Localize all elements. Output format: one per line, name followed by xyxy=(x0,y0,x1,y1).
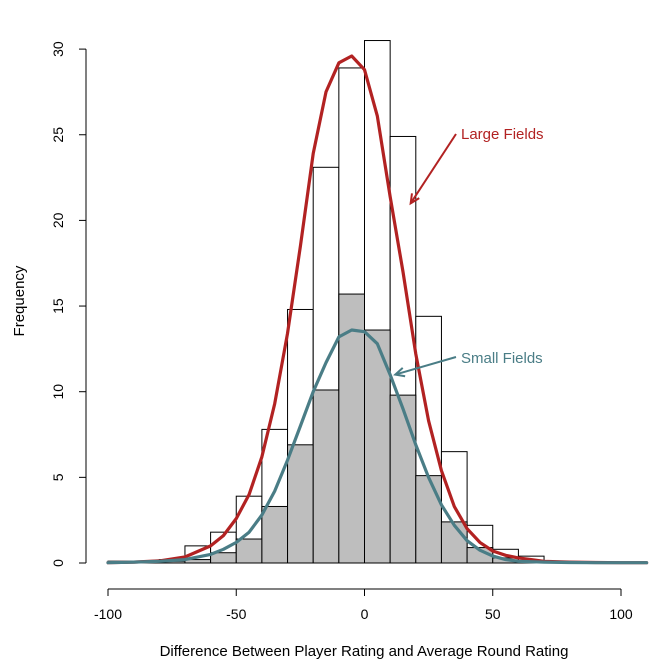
y-tick-label: 0 xyxy=(50,559,66,567)
small-fields-curve xyxy=(106,328,649,565)
density-curves xyxy=(106,54,649,565)
x-axis-title: Difference Between Player Rating and Ave… xyxy=(160,643,569,660)
axes: -100 -50 0 50 100 0 5 10 15 20 25 30 xyxy=(50,41,633,622)
small-fields-bar xyxy=(364,329,391,564)
small-fields-bar xyxy=(389,394,417,564)
annotations: Large Fields Small Fields xyxy=(393,126,544,378)
small-fields-bars xyxy=(107,293,545,564)
small-fields-arrowhead xyxy=(393,367,406,378)
large-fields-curve xyxy=(106,54,649,565)
small-fields-bar xyxy=(235,538,263,564)
large-fields-label: Large Fields xyxy=(461,126,544,143)
x-tick-label: 50 xyxy=(485,606,501,622)
x-tick-label: 100 xyxy=(609,606,633,622)
y-tick-label: 30 xyxy=(50,41,66,57)
large-fields-arrow xyxy=(409,133,457,204)
y-tick-label: 20 xyxy=(50,212,66,228)
y-tick-label: 5 xyxy=(50,473,66,481)
small-fields-bar xyxy=(261,505,289,564)
small-fields-arrow xyxy=(395,356,457,376)
x-tick-label: -100 xyxy=(94,606,122,622)
y-tick-label: 25 xyxy=(50,127,66,143)
y-tick-label: 15 xyxy=(50,298,66,314)
large-fields-arrowhead xyxy=(409,193,420,206)
small-fields-bar xyxy=(287,444,314,564)
x-tick-label: -50 xyxy=(226,606,246,622)
small-fields-bar xyxy=(338,293,366,564)
small-fields-bar xyxy=(312,389,340,564)
small-fields-bar xyxy=(415,475,442,564)
y-axis-title: Frequency xyxy=(11,265,28,336)
x-tick-label: 0 xyxy=(361,606,369,622)
small-fields-label: Small Fields xyxy=(461,350,543,367)
y-tick-label: 10 xyxy=(50,384,66,400)
small-fields-bar xyxy=(440,521,468,564)
